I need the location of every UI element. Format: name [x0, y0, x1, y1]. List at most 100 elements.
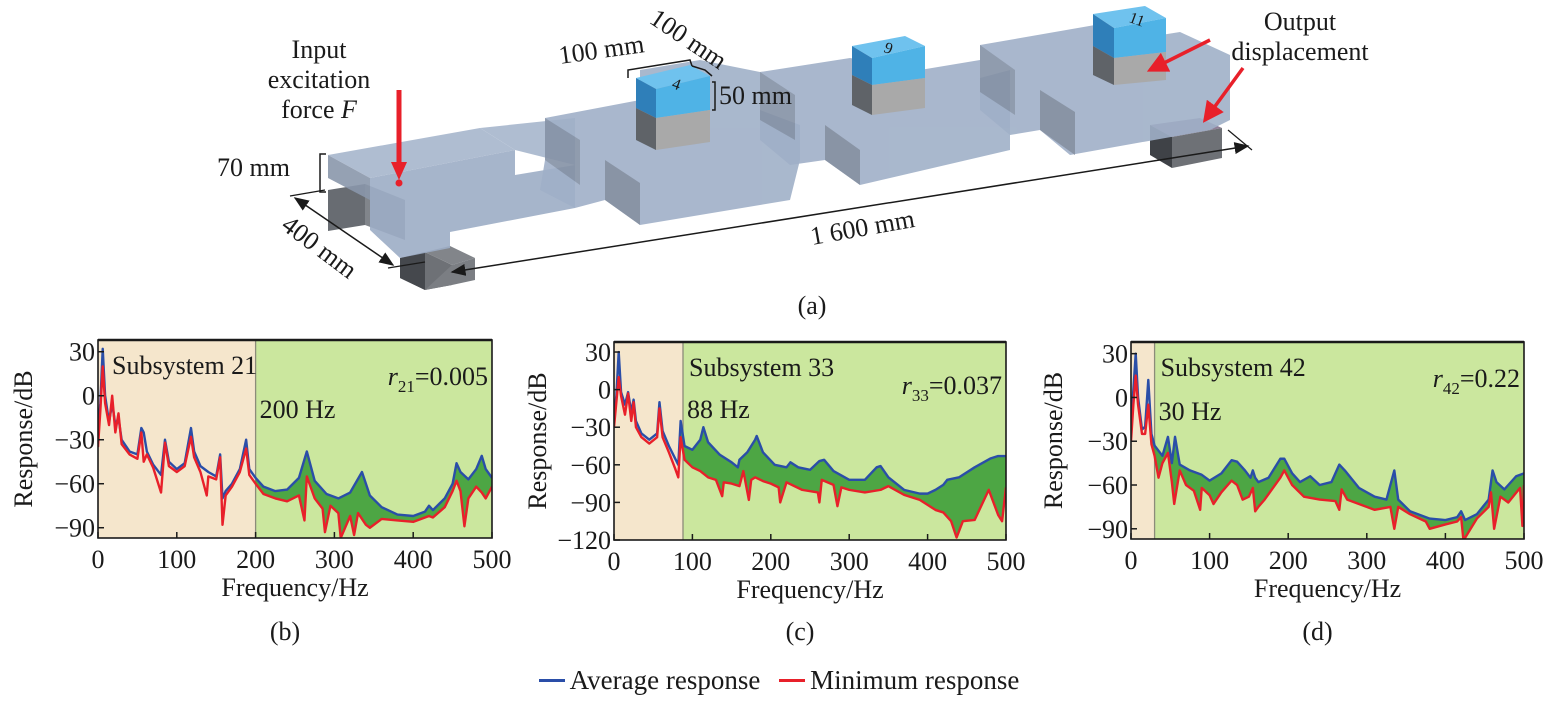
region-below-cutoff-c: [614, 342, 683, 540]
cube-11: 11: [1093, 6, 1166, 85]
output-label-line-2: displacement: [1231, 37, 1369, 66]
x-tick-label-c: 300: [830, 547, 869, 576]
y-tick-label-b: −30: [54, 426, 95, 455]
y-tick-label-c: −120: [557, 526, 611, 555]
y-tick-label-b: 30: [69, 338, 95, 367]
dim-70mm-label: 70 mm: [217, 153, 290, 182]
ratio-symbol-c: r: [902, 371, 913, 400]
x-tick-label-d: 400: [1426, 546, 1465, 575]
ratio-subscript-d: 42: [1443, 379, 1460, 398]
x-tick-label-c: 100: [673, 547, 712, 576]
y-tick-label-d: −60: [1087, 471, 1128, 500]
x-tick-label-c: 500: [987, 547, 1026, 576]
legend: Average response Minimum response: [0, 658, 1558, 696]
support-block-left-front: [400, 246, 475, 290]
series-minimum-line-b: [98, 365, 492, 538]
legend-swatch-average: [538, 679, 565, 682]
plot-area-c: [614, 350, 1006, 539]
dimension-cube: [627, 59, 716, 111]
subsystem-title-d: Subsystem 42: [1161, 353, 1306, 382]
y-tick-label-d: 0: [1115, 383, 1128, 412]
ratio-value-b: =0.005: [415, 362, 488, 391]
plate-subsystem-1: [328, 118, 575, 258]
y-tick-label-b: −90: [54, 514, 95, 543]
x-tick-label-d: 300: [1347, 546, 1386, 575]
series-average-line-c: [614, 350, 1006, 495]
cube-9: 9: [852, 36, 925, 115]
dim-cube-a-label: 100 mm: [557, 29, 646, 70]
x-tick-label-b: 200: [236, 545, 275, 574]
ratio-annotation-d: r42=0.22: [1433, 364, 1520, 398]
plot-area-d: [1131, 352, 1524, 539]
output-displacement-arrows: [1146, 38, 1245, 123]
charts: 0 100 200 300 400 500300−30−60−90Frequency/Hz…: [9, 338, 1544, 646]
ratio-subscript-b: 21: [398, 377, 415, 396]
x-tick-label-b: 400: [394, 545, 433, 574]
y-axis-label-b: Response/dB: [9, 370, 38, 507]
y-tick-label-c: −60: [570, 451, 611, 480]
ratio-annotation-b: r21=0.005: [388, 362, 488, 396]
output-label-line-1: Output: [1264, 7, 1337, 36]
response-band-d: [1151, 433, 1524, 539]
input-label-line-3: force F: [281, 95, 358, 124]
ratio-symbol-b: r: [388, 362, 399, 391]
series-minimum-line-c: [614, 375, 1006, 539]
ratio-value-c: =0.037: [929, 371, 1002, 400]
panel-caption-b: (b): [270, 617, 300, 646]
panel-a-caption: (a): [798, 291, 827, 320]
structure-diagram: 4 9 11: [217, 3, 1369, 320]
legend-item-minimum: Minimum response: [779, 665, 1019, 696]
x-tick-label-c: 200: [751, 547, 790, 576]
x-tick-label-c: 0: [608, 547, 621, 576]
panel-caption-d: (d): [1302, 617, 1332, 646]
input-label-symbol: F: [340, 95, 358, 124]
y-tick-label-c: 0: [598, 376, 611, 405]
x-axis-label-d: Frequency/Hz: [1254, 574, 1401, 603]
cube-4: 4: [636, 65, 710, 150]
dim-1600mm-label: 1 600 mm: [808, 204, 917, 251]
dimension-400mm: [289, 189, 426, 269]
dimension-1600mm: [450, 129, 1253, 276]
x-tick-label-b: 500: [473, 545, 512, 574]
dimension-70mm: [319, 153, 326, 193]
x-tick-label-d: 500: [1505, 546, 1544, 575]
x-tick-label-b: 300: [315, 545, 354, 574]
chart-panel-b: 0 100 200 300 400 500300−30−60−90Frequency/Hz…: [9, 338, 512, 646]
ratio-annotation-c: r33=0.037: [902, 371, 1002, 405]
cutoff-label-c: 88 Hz: [687, 395, 750, 424]
y-tick-label-d: 30: [1102, 340, 1128, 369]
x-tick-label-b: 0: [92, 545, 105, 574]
y-tick-label-c: 30: [585, 338, 611, 367]
region-below-cutoff-b: [98, 340, 256, 538]
series-minimum-line-d: [1131, 374, 1524, 539]
y-tick-label-b: 0: [82, 382, 95, 411]
y-tick-label-c: −30: [570, 413, 611, 442]
series-average-line-d: [1131, 352, 1524, 522]
input-label-line-2: excitation: [268, 65, 371, 94]
subsystem-title-c: Subsystem 33: [689, 353, 834, 382]
dim-cube-h-label: 50 mm: [719, 81, 792, 110]
subsystem-title-b: Subsystem 21: [112, 351, 257, 380]
cutoff-label-b: 200 Hz: [260, 395, 336, 424]
x-tick-label-b: 100: [157, 545, 196, 574]
x-tick-label-d: 0: [1125, 546, 1138, 575]
y-axis-label-c: Response/dB: [523, 372, 552, 509]
y-tick-label-d: −30: [1087, 427, 1128, 456]
plot-area-b: [98, 347, 492, 538]
input-label-line-1: Input: [292, 35, 348, 64]
cutoff-label-d: 30 Hz: [1159, 397, 1222, 426]
ratio-value-d: =0.22: [1460, 364, 1520, 393]
input-label-force-word: force: [281, 95, 341, 124]
ratio-subscript-c: 33: [912, 386, 929, 405]
chart-panel-c: 0 100 200 300 400 500300−30−60−90−120Frequenc…: [523, 338, 1026, 646]
legend-label-minimum: Minimum response: [810, 665, 1020, 695]
cube-11-label: 11: [1127, 9, 1147, 30]
y-tick-label-b: −60: [54, 470, 95, 499]
chart-panel-d: 0 100 200 300 400 500300−30−60−90Frequency/Hz…: [1039, 340, 1544, 646]
y-tick-label-d: −90: [1087, 515, 1128, 544]
x-tick-label-c: 400: [908, 547, 947, 576]
y-tick-label-c: −90: [570, 488, 611, 517]
x-axis-label-b: Frequency/Hz: [221, 573, 368, 602]
legend-swatch-minimum: [779, 679, 806, 682]
